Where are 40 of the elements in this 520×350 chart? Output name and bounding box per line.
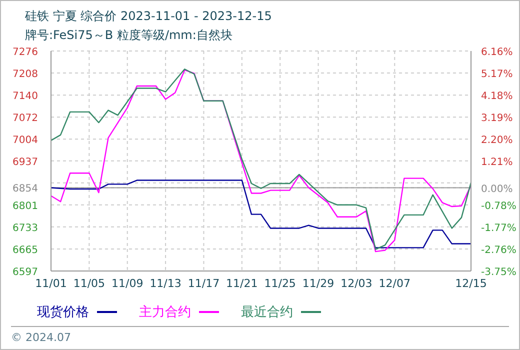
y-tick-label: 6665 (12, 244, 38, 256)
y2-tick-label: 6.16% (481, 47, 513, 58)
x-tick-label: 11/09 (112, 276, 144, 290)
x-tick-label: 11/05 (73, 276, 106, 290)
y-tick-label: 6597 (12, 267, 38, 278)
text: © 2024.07 (11, 331, 71, 344)
chart-subtitle: 牌号:FeSi75～B 粒度等级/mm:自然块 (25, 27, 232, 44)
x-tick-label: 11/17 (188, 276, 220, 290)
y-tick-label: 7208 (12, 69, 38, 80)
x-tick-label: 11/25 (264, 276, 296, 290)
y2-tick-label: -1.77% (481, 223, 516, 234)
y2-tick-label: 1.21% (481, 156, 513, 168)
x-tick-label: 12/07 (378, 276, 410, 290)
y-tick-label: 7072 (12, 113, 38, 124)
y2-tick-label: -0.78% (481, 201, 516, 212)
x-tick-label: 11/01 (35, 276, 67, 290)
y-tick-label: 7276 (12, 47, 38, 58)
x-tick-label: 11/21 (226, 276, 258, 290)
y2-tick-label: 2.20% (481, 134, 513, 146)
x-tick-label: 11/13 (150, 276, 182, 290)
line-series (51, 180, 471, 248)
x-tick-label: 12/15 (455, 276, 487, 290)
y2-tick-label: 3.19% (481, 112, 513, 124)
y2-tick-label: 5.17% (481, 68, 513, 80)
x-tick-label: 11/29 (302, 276, 334, 290)
y-tick-label: 6801 (12, 200, 38, 212)
y-tick-label: 7140 (12, 91, 38, 102)
chart-title: 硅铁 宁夏 综合价 2023-11-01 - 2023-12-15 (25, 8, 272, 25)
legend-label: 现货价格 (37, 304, 89, 321)
y-tick-label: 6854 (12, 184, 38, 195)
y2-tick-label: 4.18% (481, 90, 513, 102)
legend-label: 最近合约 (241, 304, 293, 321)
y2-tick-label: -2.76% (481, 245, 516, 256)
y2-tick-label: 0.00% (481, 184, 513, 195)
x-tick-label: 12/03 (340, 276, 372, 290)
y-tick-label: 7004 (12, 135, 38, 146)
y-tick-label: 6937 (12, 156, 38, 168)
legend-label: 主力合约 (139, 304, 191, 321)
y2-tick-label: -3.75% (481, 267, 516, 278)
y-tick-label: 6733 (12, 222, 38, 234)
